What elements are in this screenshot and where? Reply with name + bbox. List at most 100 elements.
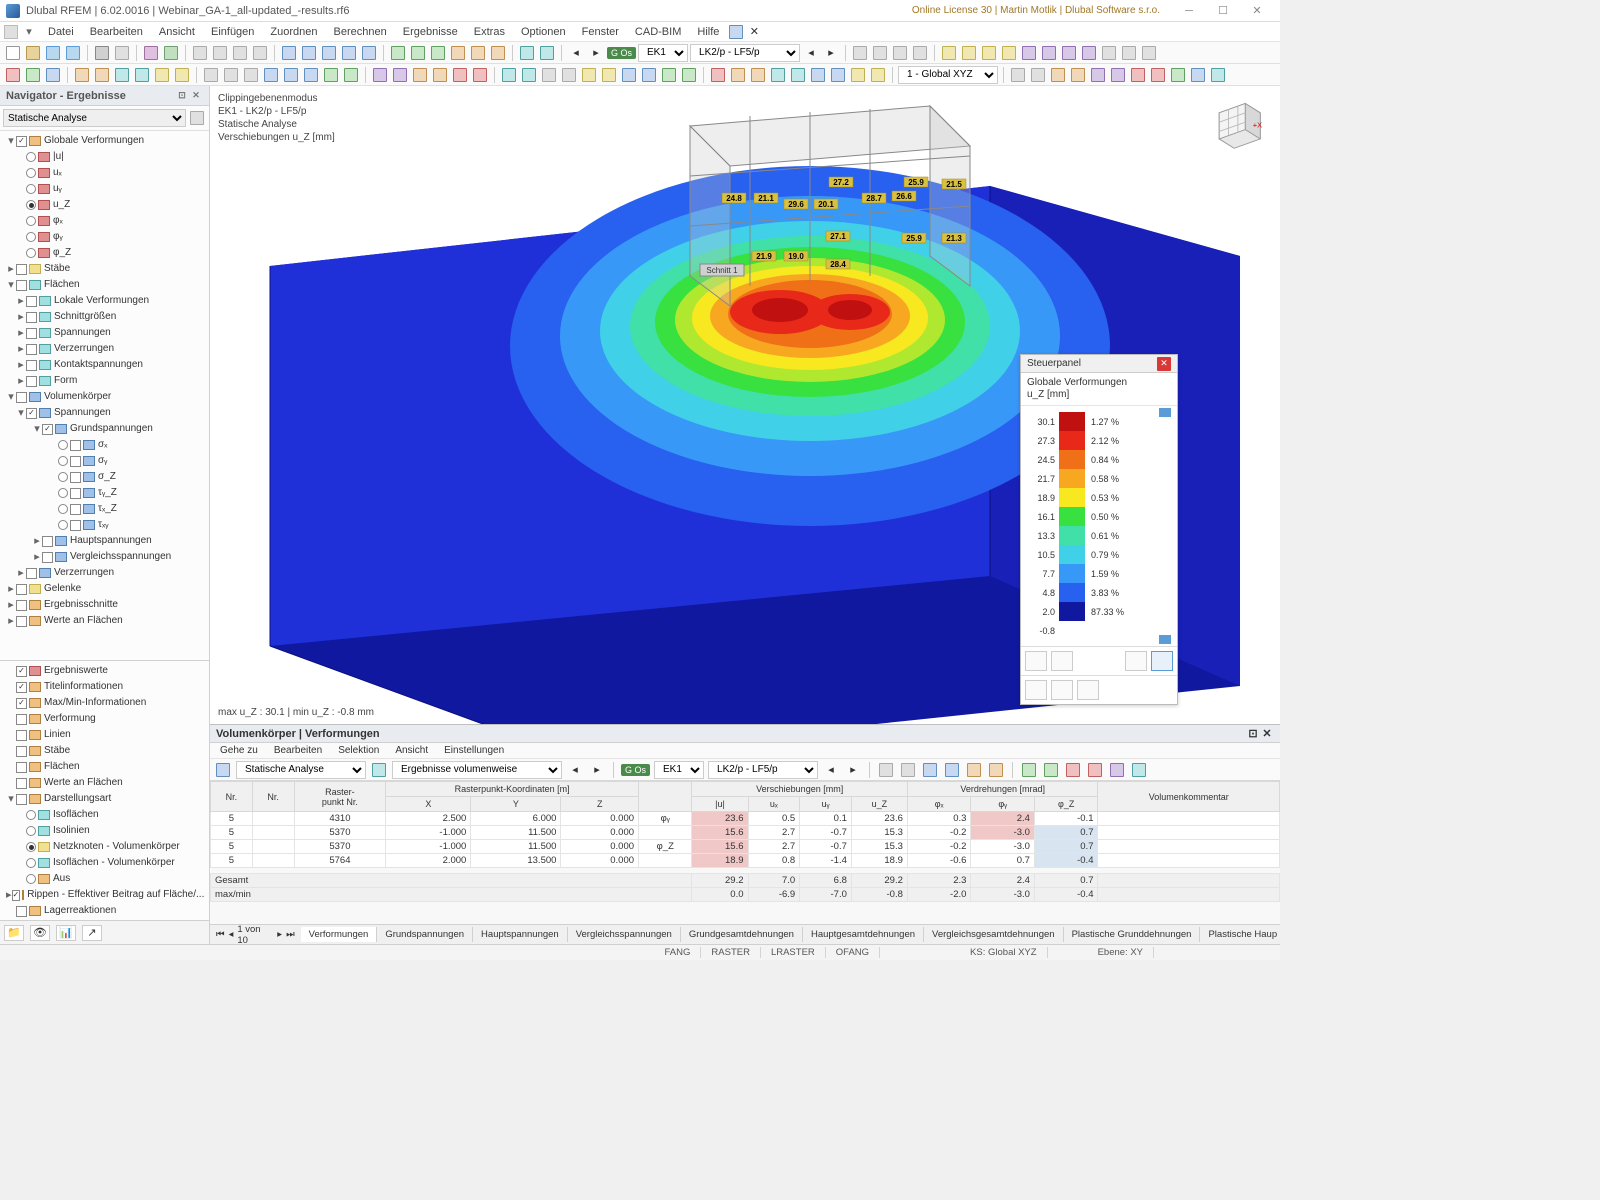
win1-icon[interactable] [851,44,869,62]
tree-node[interactable]: ▸Spannungen [0,325,209,341]
results-scope-select[interactable]: Ergebnisse volumenweise [392,761,562,779]
view-cube[interactable]: +X [1208,96,1264,152]
tree-node[interactable]: ▾Volumenkörper [0,389,209,405]
results-table[interactable]: Nr.Nr.Raster-punkt Nr.Rasterpunkt-Koordi… [210,781,1280,924]
loads2-icon[interactable] [538,44,556,62]
results-close-icon[interactable]: ✕ [1260,727,1274,740]
results-tab[interactable]: Hauptgesamtdehnungen [803,927,924,942]
tree-node[interactable]: ▸Vergleichsspannungen [0,549,209,565]
tree-node[interactable]: ▾✓Globale Verformungen [0,133,209,149]
rt-lk-select[interactable]: LK2/p - LF5/p [708,761,818,779]
menu-ergebnisse[interactable]: Ergebnisse [395,24,466,40]
status-lraster[interactable]: LRASTER [761,947,826,958]
rtab-next-icon[interactable]: ▸ [277,929,282,940]
tree-node[interactable]: ✓Max/Min-Informationen [0,695,209,711]
view3-icon[interactable] [320,44,338,62]
win3-icon[interactable] [891,44,909,62]
sel3-icon[interactable] [44,66,62,84]
tree-node[interactable]: φₓ [0,213,209,229]
op4-icon[interactable] [431,66,449,84]
steuerpanel-title[interactable]: Steuerpanel ✕ [1021,355,1177,373]
view4-icon[interactable] [340,44,358,62]
tree-node[interactable]: Linien [0,727,209,743]
results-tab[interactable]: Grundgesamtdehnungen [681,927,803,942]
rt-h-icon[interactable] [1042,761,1060,779]
navigator-mode-select[interactable]: Statische Analyse [3,109,186,127]
tree-node[interactable]: ▸Verzerrungen [0,565,209,581]
disp3-icon[interactable] [540,66,558,84]
lc-next-icon[interactable]: ▸ [822,44,840,62]
tree-node[interactable]: ▸Ergebnisschnitte [0,597,209,613]
tree-node[interactable]: |u| [0,149,209,165]
rt-prev-icon[interactable]: ◂ [566,761,584,779]
tree-node[interactable]: τₓ_Z [0,501,209,517]
cs9-icon[interactable] [1169,66,1187,84]
undo-icon[interactable] [142,44,160,62]
app-menu-icon[interactable] [4,25,18,39]
tree-node[interactable]: ▸Werte an Flächen [0,613,209,629]
save-icon[interactable] [44,44,62,62]
op1-icon[interactable] [371,66,389,84]
nav-tab-4-icon[interactable]: ↗ [82,925,102,941]
paste-icon[interactable] [211,44,229,62]
tree-node[interactable]: σ_Z [0,469,209,485]
tree-node[interactable]: τᵧ_Z [0,485,209,501]
cs1-icon[interactable] [1009,66,1027,84]
legend-btn-1-icon[interactable] [1025,651,1047,671]
res7-icon[interactable] [829,66,847,84]
tree-node[interactable]: ▸✓Rippen - Effektiver Beitrag auf Fläche… [0,887,209,903]
tree-node[interactable]: Flächen [0,759,209,775]
draw6-icon[interactable] [173,66,191,84]
calc4-icon[interactable] [449,44,467,62]
sel1-icon[interactable] [4,66,22,84]
coord-system-select[interactable]: 1 - Global XYZ [898,66,998,84]
loadcase-select-1[interactable]: EK1 [638,44,688,62]
tree-node[interactable]: ✓Titelinformationen [0,679,209,695]
dim5-icon[interactable] [1020,44,1038,62]
delete-icon[interactable] [251,44,269,62]
status-fang[interactable]: FANG [655,947,702,958]
el2-icon[interactable] [222,66,240,84]
open-icon[interactable] [24,44,42,62]
draw3-icon[interactable] [113,66,131,84]
sel2-icon[interactable] [24,66,42,84]
tree-node[interactable]: Verformung [0,711,209,727]
results-tab[interactable]: Grundspannungen [377,927,473,942]
tree-node[interactable]: Isoflächen - Volumenkörper [0,855,209,871]
printpreview-icon[interactable] [113,44,131,62]
results-menu-item[interactable]: Gehe zu [220,745,258,756]
dim11-icon[interactable] [1140,44,1158,62]
el1-icon[interactable] [202,66,220,84]
cs7-icon[interactable] [1129,66,1147,84]
disp5-icon[interactable] [580,66,598,84]
results-tab[interactable]: Plastische Grunddehnungen [1064,927,1201,942]
menu-hilfe[interactable]: Hilfe [689,24,727,40]
tree-node[interactable]: ▸Kontaktspannungen [0,357,209,373]
nav-tab-2-icon[interactable]: 👁 [30,925,50,941]
tree-node[interactable]: σₓ [0,437,209,453]
disp7-icon[interactable] [620,66,638,84]
close-tab-icon[interactable]: ✕ [745,23,763,41]
rt-next-icon[interactable]: ▸ [588,761,606,779]
win4-icon[interactable] [911,44,929,62]
tree-node[interactable]: ▾✓Spannungen [0,405,209,421]
view1-icon[interactable] [280,44,298,62]
rt-l-icon[interactable] [1130,761,1148,779]
rt-lc-prev-icon[interactable]: ◂ [822,761,840,779]
copy-icon[interactable] [191,44,209,62]
print-icon[interactable] [93,44,111,62]
el3-icon[interactable] [242,66,260,84]
legend-btn-3-icon[interactable] [1125,651,1147,671]
nav-tab-1-icon[interactable]: 📁 [4,925,24,941]
tree-node[interactable]: ▸Schnittgrößen [0,309,209,325]
redo-icon[interactable] [162,44,180,62]
dim6-icon[interactable] [1040,44,1058,62]
el4-icon[interactable] [262,66,280,84]
tree-node[interactable]: uᵧ [0,181,209,197]
res9-icon[interactable] [869,66,887,84]
results-tab[interactable]: Verformungen [301,927,378,942]
draw4-icon[interactable] [133,66,151,84]
op2-icon[interactable] [391,66,409,84]
close-button[interactable]: ✕ [1240,0,1274,22]
tree-node[interactable]: Stäbe [0,743,209,759]
